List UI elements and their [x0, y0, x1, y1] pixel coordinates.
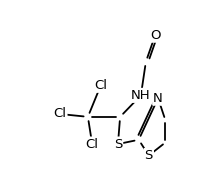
- Text: S: S: [145, 149, 153, 162]
- Text: O: O: [150, 29, 161, 42]
- Text: Cl: Cl: [86, 138, 99, 150]
- Text: Cl: Cl: [94, 79, 107, 92]
- Text: S: S: [114, 138, 122, 150]
- Text: NH: NH: [131, 89, 151, 102]
- Text: Cl: Cl: [53, 108, 66, 121]
- Text: N: N: [153, 92, 163, 105]
